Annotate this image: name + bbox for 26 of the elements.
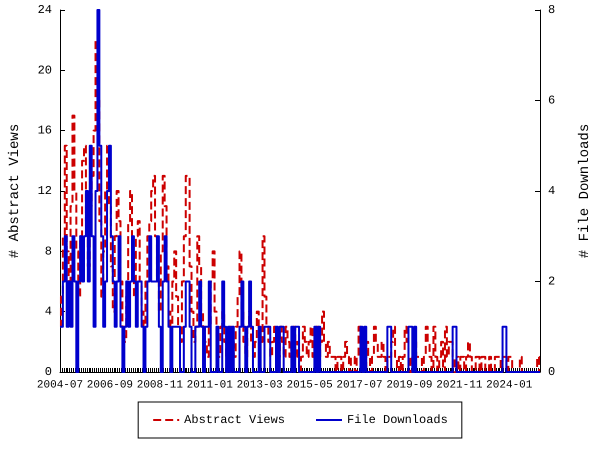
y-axis-title: # Abstract Views xyxy=(7,124,23,258)
y-tick-label: 24 xyxy=(38,3,52,17)
legend-label: File Downloads xyxy=(347,413,448,427)
y-tick-label: 16 xyxy=(38,124,52,138)
y2-tick-label: 4 xyxy=(548,184,556,198)
x-tick-label: 2015-05 xyxy=(286,380,333,392)
x-tick-label: 2004-07 xyxy=(36,380,84,392)
y2-tick-label: 6 xyxy=(548,94,556,108)
x-tick-label: 2019-09 xyxy=(386,380,433,392)
legend-label: Abstract Views xyxy=(184,413,286,427)
y-tick-label: 12 xyxy=(38,184,52,198)
x-tick-label: 2013-03 xyxy=(236,380,283,392)
y-tick-label: 8 xyxy=(44,244,52,258)
x-tick-label: 2006-09 xyxy=(86,380,134,392)
y2-tick-label: 8 xyxy=(548,3,556,17)
y2-tick-label: 2 xyxy=(548,274,556,288)
y2-axis-title: # File Downloads xyxy=(577,124,593,258)
x-tick-label: 2024-01 xyxy=(486,380,533,392)
y-tick-label: 20 xyxy=(38,63,52,78)
y2-tick-label: 0 xyxy=(548,365,556,379)
x-tick-label: 2021-11 xyxy=(436,380,483,392)
y-tick-label: 0 xyxy=(44,365,52,379)
y-tick-label: 4 xyxy=(44,304,52,319)
x-tick-label: 2011-01 xyxy=(186,380,234,392)
x-tick-label: 2008-11 xyxy=(136,380,184,392)
x-tick-label: 2017-07 xyxy=(336,380,383,392)
